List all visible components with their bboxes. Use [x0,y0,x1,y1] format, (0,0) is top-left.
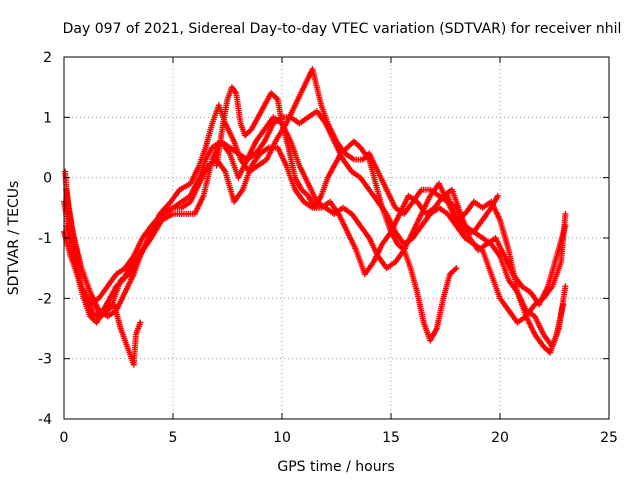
y-tick-label: 1 [43,110,52,126]
series-track-6 [213,84,460,344]
y-tick-label: 2 [43,50,52,66]
x-tick-label: 0 [60,430,69,446]
data-point [137,319,144,326]
data-point [560,301,567,308]
series-track-4 [61,144,569,326]
x-tick-label: 25 [600,430,618,446]
series-track-3 [63,114,567,356]
axes: 0 5 10 15 20 25 -4 -3 -2 -1 0 1 2 [38,50,618,446]
y-tick-label: 0 [43,171,52,187]
data-point [453,265,460,272]
data-point [562,210,569,217]
x-tick-label: 20 [491,430,509,446]
data-points [61,66,569,368]
data-point [562,283,569,290]
y-tick-label: -3 [38,352,52,368]
series-track-7 [444,192,501,235]
y-tick-label: -2 [38,291,52,307]
series-track-5 [62,168,144,368]
chart-title: Day 097 of 2021, Sidereal Day-to-day VTE… [63,21,622,37]
y-tick-label: -4 [38,412,52,428]
series-track-2 [63,108,569,326]
x-tick-label: 5 [169,430,178,446]
y-axis-label: SDTVAR / TECUs [6,181,22,296]
x-tick-label: 15 [382,430,400,446]
data-point [562,222,569,229]
y-tick-label: -1 [38,231,52,247]
data-point [494,192,501,199]
x-axis-label: GPS time / hours [277,459,394,475]
x-tick-label: 10 [273,430,291,446]
